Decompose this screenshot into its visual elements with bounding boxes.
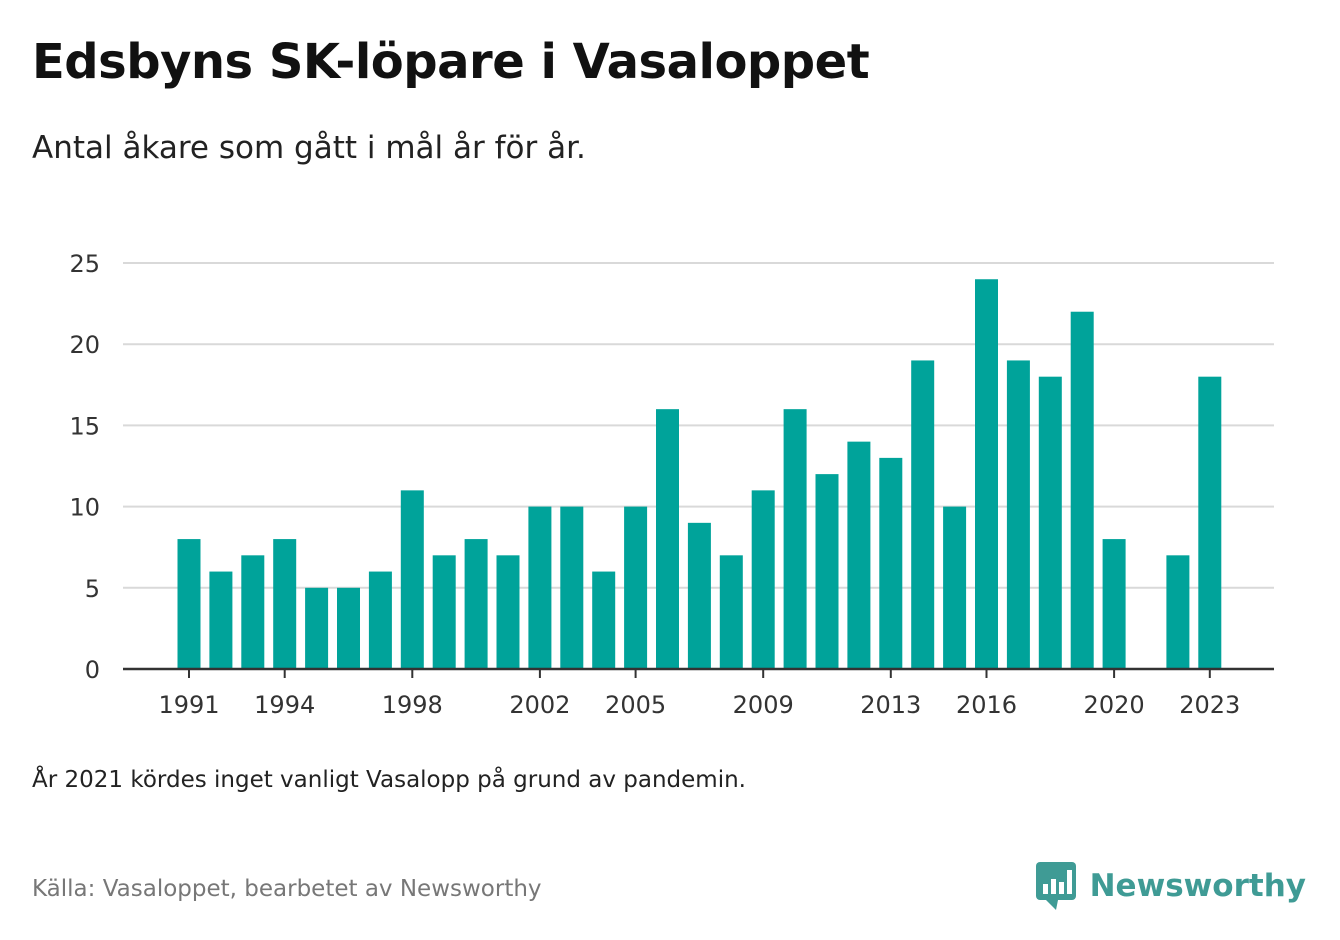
bar-2010 — [783, 409, 807, 669]
bar-2022 — [1166, 555, 1190, 669]
bars — [177, 279, 1222, 669]
source-text: Källa: Vasaloppet, bearbetet av Newswort… — [32, 876, 542, 902]
bar-1996 — [337, 587, 360, 669]
x-tick-label: 2009 — [733, 691, 794, 719]
bar-2023 — [1198, 376, 1222, 669]
x-tick-label: 2002 — [509, 691, 570, 719]
chart-subtitle: Antal åkare som gått i mål år för år. — [32, 130, 586, 166]
y-tick-label: 10 — [69, 494, 100, 522]
footnote: År 2021 kördes inget vanligt Vasalopp på… — [32, 767, 746, 793]
bar-2016 — [975, 279, 998, 669]
bar-1992 — [209, 571, 233, 669]
bar-2008 — [719, 555, 743, 669]
bar-2001 — [496, 555, 520, 669]
bar-2013 — [879, 457, 903, 669]
bar-2012 — [847, 441, 871, 669]
brand-name: Newsworthy — [1089, 868, 1306, 904]
bar-1997 — [368, 571, 392, 669]
bar-2018 — [1038, 376, 1062, 669]
bar-2000 — [464, 539, 488, 669]
bar-1995 — [305, 587, 329, 669]
bar-2011 — [815, 474, 839, 669]
x-tick-label: 2020 — [1084, 691, 1145, 719]
bar-1991 — [177, 539, 201, 669]
y-tick-label: 5 — [85, 575, 100, 603]
newsworthy-logo-icon — [1035, 862, 1076, 910]
x-tick-label: 1998 — [382, 691, 443, 719]
x-tick-label: 1991 — [158, 691, 219, 719]
bar-2014 — [911, 360, 935, 669]
bar-2020 — [1102, 539, 1126, 669]
bar-1994 — [273, 539, 297, 669]
x-tick-label: 2016 — [956, 691, 1017, 719]
bar-chart: 0 5 10 15 20 25 1991 1994 1998 2002 2005 2009 2013 2… — [69, 250, 1274, 719]
bar-2017 — [1006, 360, 1030, 669]
bar-2006 — [656, 409, 679, 669]
x-tick-label: 1994 — [254, 691, 315, 719]
x-tick-label: 2013 — [860, 691, 921, 719]
brand-logo[interactable]: Newsworthy — [1035, 862, 1306, 910]
x-tick-label: 2005 — [605, 691, 666, 719]
bar-2009 — [751, 490, 775, 669]
bar-2005 — [624, 506, 648, 669]
x-axis-tick-labels: 1991 1994 1998 2002 2005 2009 2013 2016 2020 2023 — [158, 669, 1240, 719]
x-tick-label: 2023 — [1179, 691, 1240, 719]
y-tick-label: 25 — [69, 250, 100, 278]
bar-1993 — [241, 555, 265, 669]
bar-1999 — [432, 555, 456, 669]
bar-1998 — [400, 490, 424, 669]
y-tick-label: 0 — [85, 656, 100, 684]
bar-2002 — [528, 506, 552, 669]
y-tick-label: 15 — [69, 412, 100, 440]
bar-2003 — [560, 506, 584, 669]
chart-title: Edsbyns SK-löpare i Vasaloppet — [32, 34, 870, 90]
y-axis-tick-labels: 0 5 10 15 20 25 — [69, 250, 100, 684]
bar-2015 — [943, 506, 967, 669]
bar-2004 — [592, 571, 616, 669]
bar-2019 — [1070, 311, 1094, 669]
bar-2007 — [687, 522, 711, 669]
y-tick-label: 20 — [69, 331, 100, 359]
